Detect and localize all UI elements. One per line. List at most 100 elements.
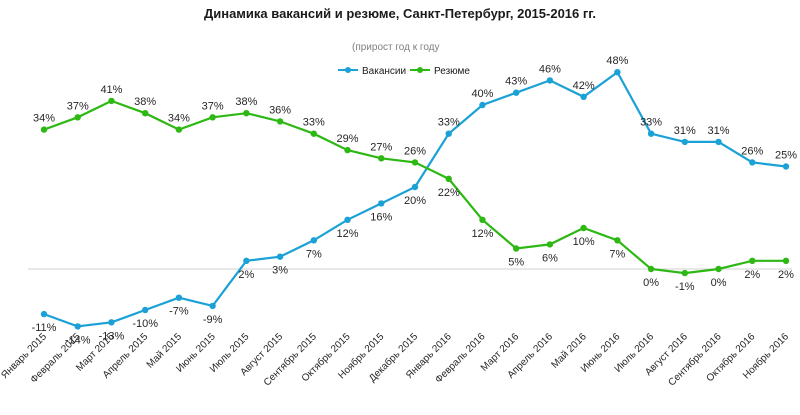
point-vacancies (749, 159, 756, 166)
point-resumes (411, 159, 419, 166)
data-label-resumes: 27% (370, 141, 392, 153)
data-label-resumes: 7% (609, 248, 625, 260)
point-vacancies (243, 257, 250, 264)
data-label-resumes: 0% (643, 277, 659, 289)
data-label-resumes: 22% (438, 187, 460, 199)
point-resumes (344, 146, 351, 154)
data-label-vacancies: 26% (741, 145, 763, 157)
data-label-resumes: 2% (744, 269, 760, 281)
data-label-resumes: 6% (542, 252, 558, 264)
point-vacancies (141, 306, 149, 314)
point-vacancies (614, 69, 621, 76)
data-label-vacancies: 12% (337, 228, 359, 240)
point-vacancies (378, 200, 385, 207)
legend-item-vacancies: Вакансии (338, 66, 406, 77)
point-resumes (479, 216, 486, 223)
point-vacancies (479, 101, 486, 109)
point-resumes (141, 110, 149, 117)
data-label-vacancies: 48% (606, 55, 628, 67)
legend-resumes-label: Резюме (434, 66, 470, 77)
point-resumes (74, 114, 81, 121)
point-resumes (749, 257, 756, 264)
point-resumes (715, 265, 722, 273)
data-label-resumes: 34% (168, 113, 190, 125)
point-vacancies (175, 294, 183, 301)
point-resumes (108, 97, 115, 105)
data-label-resumes: 5% (508, 257, 524, 269)
chart-subtitle: (прирост год к году (352, 42, 440, 53)
point-vacancies (310, 237, 318, 244)
data-label-vacancies: -11% (32, 322, 57, 334)
point-resumes (647, 265, 655, 273)
data-label-resumes: 10% (573, 236, 595, 248)
data-label-resumes: 37% (67, 100, 89, 112)
point-resumes (276, 118, 284, 125)
legend-vacancies-label: Вакансии (362, 66, 406, 77)
point-vacancies (344, 216, 351, 223)
data-label-resumes: 34% (33, 113, 55, 125)
data-label-vacancies: -9% (203, 314, 223, 326)
point-resumes (580, 224, 587, 232)
legend: Вакансии Резюме (338, 66, 470, 77)
point-vacancies (276, 253, 284, 260)
legend-resumes-marker (417, 67, 423, 73)
point-vacancies (209, 302, 216, 310)
point-resumes (445, 175, 452, 182)
data-label-resumes: 36% (269, 104, 291, 116)
point-vacancies (108, 319, 115, 326)
data-label-resumes: 33% (303, 117, 325, 129)
data-label-vacancies: -7% (169, 306, 189, 318)
data-label-resumes: 12% (471, 228, 493, 240)
legend-vacancies-marker (345, 67, 351, 73)
data-label-vacancies: 20% (404, 195, 426, 207)
data-label-vacancies: 40% (471, 88, 493, 100)
point-resumes (243, 110, 250, 117)
plot-area: -11% -14% -13% -10% -7% -9% 2% 3% 7% 12% 16% 20% 33%… (32, 55, 798, 346)
point-vacancies (681, 138, 689, 146)
data-label-resumes: -1% (675, 281, 695, 293)
data-label-vacancies: 33% (438, 117, 460, 129)
data-label-resumes: 38% (134, 96, 156, 108)
point-resumes (175, 126, 183, 133)
point-resumes (310, 130, 318, 137)
data-label-resumes: 2% (778, 269, 794, 281)
point-vacancies (782, 163, 790, 170)
data-label-resumes: 0% (711, 277, 727, 289)
data-label-vacancies: 31% (708, 125, 730, 137)
point-resumes (209, 114, 216, 121)
data-label-vacancies: 2% (238, 269, 254, 281)
chart-title: Динамика вакансий и резюме, Санкт-Петерб… (203, 6, 597, 21)
data-label-vacancies: 25% (775, 150, 797, 162)
point-resumes (614, 237, 621, 244)
legend-item-resumes: Резюме (410, 66, 470, 77)
point-resumes (512, 245, 520, 252)
data-label-vacancies: 33% (640, 117, 662, 129)
point-vacancies (647, 130, 655, 137)
point-vacancies (74, 323, 81, 330)
data-label-vacancies: -10% (132, 318, 158, 330)
data-label-vacancies: 31% (674, 125, 696, 137)
data-label-resumes: 37% (202, 100, 224, 112)
point-vacancies (512, 89, 520, 96)
point-vacancies (715, 138, 722, 146)
data-label-resumes: 26% (404, 145, 426, 157)
data-label-vacancies: 43% (505, 76, 527, 88)
point-resumes (40, 126, 48, 133)
data-label-vacancies: -13% (99, 330, 125, 342)
data-label-resumes: 29% (337, 133, 359, 145)
point-vacancies (445, 130, 452, 137)
data-label-vacancies: -14% (65, 334, 91, 346)
data-label-vacancies: 46% (539, 63, 561, 75)
data-label-vacancies: 3% (272, 265, 288, 277)
data-label-vacancies: 16% (370, 211, 392, 223)
data-label-resumes: 41% (100, 84, 122, 96)
point-vacancies (411, 183, 419, 191)
point-resumes (681, 269, 689, 277)
point-resumes (546, 241, 554, 248)
point-vacancies (546, 77, 554, 84)
point-resumes (782, 257, 790, 264)
point-resumes (378, 155, 385, 162)
data-label-vacancies: 7% (306, 248, 322, 260)
data-label-resumes: 38% (235, 96, 257, 108)
